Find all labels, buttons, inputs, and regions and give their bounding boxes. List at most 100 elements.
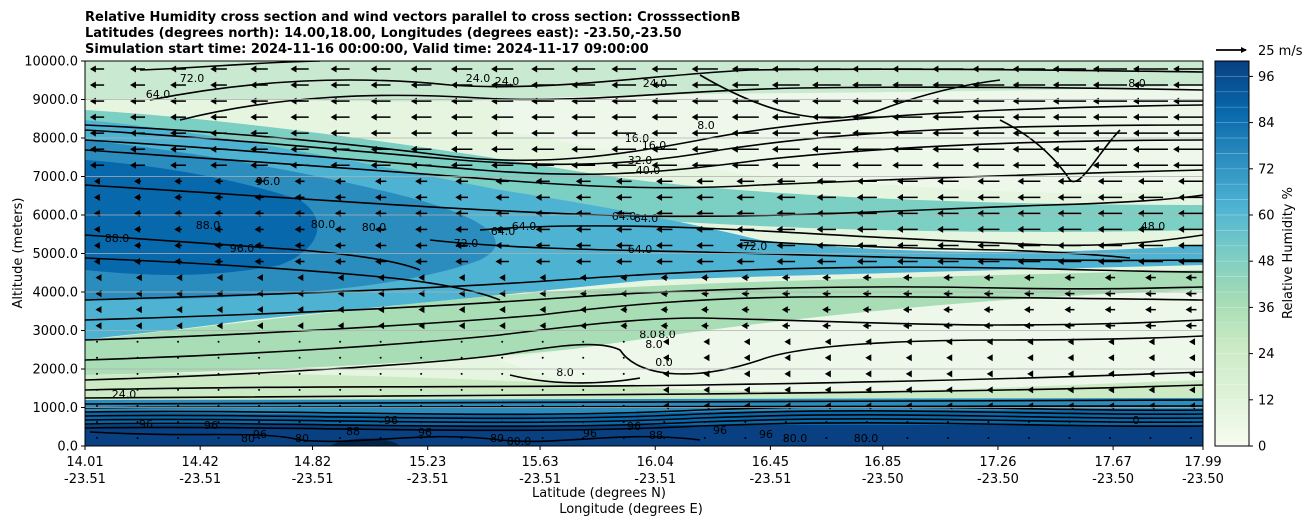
y-tick-label: 9000.0 <box>33 93 79 108</box>
wind-vector <box>258 372 261 375</box>
wind-vector <box>776 258 796 266</box>
wind-vector <box>330 65 350 73</box>
wind-vector <box>89 129 105 137</box>
wind-vector <box>1178 225 1203 233</box>
colorbar-tick-label: 36 <box>1258 301 1275 316</box>
wind-vector <box>501 388 504 391</box>
wind-vector <box>134 193 141 201</box>
wind-vector <box>254 177 264 185</box>
wind-vector <box>96 356 98 359</box>
svg-text:32.0: 32.0 <box>628 154 653 167</box>
wind-vector <box>1148 370 1155 378</box>
wind-vector <box>531 145 555 153</box>
wind-vector <box>374 177 387 185</box>
contour-label: 16.0 <box>642 139 667 152</box>
wind-vector <box>210 129 227 137</box>
svg-text:8.0: 8.0 <box>658 328 676 341</box>
wind-vector <box>743 354 750 362</box>
wind-vector <box>611 129 637 137</box>
wind-vector <box>1017 225 1041 233</box>
wind-vector <box>771 65 800 73</box>
svg-text:24.0: 24.0 <box>643 77 668 90</box>
svg-text:96.0: 96.0 <box>256 175 281 188</box>
wind-vector <box>1178 193 1203 201</box>
wind-vector <box>656 225 673 233</box>
svg-text:96: 96 <box>253 428 267 441</box>
wind-vector <box>415 177 428 185</box>
wind-vector <box>691 161 718 169</box>
y-axis-label: Altitude (meters) <box>11 198 26 309</box>
wind-vector <box>703 370 710 378</box>
svg-text:64.0: 64.0 <box>491 225 516 238</box>
x-tick-label-lon: -23.50 <box>862 472 904 487</box>
wind-vector <box>491 65 514 73</box>
wind-vector <box>781 322 790 330</box>
wind-vector <box>1097 225 1123 233</box>
wind-vector <box>571 81 596 89</box>
wind-vector <box>784 386 791 394</box>
contour-line <box>739 239 1131 259</box>
wind-vector <box>1092 161 1128 169</box>
wind-vector <box>825 437 828 439</box>
colorbar: 0 12 24 36 48 60 72 84 96 Relative Humidity % <box>1214 60 1296 455</box>
wind-vector <box>1173 145 1203 153</box>
wind-vector <box>1092 145 1128 153</box>
wind-vector <box>1017 177 1041 185</box>
wind-vector <box>611 161 637 169</box>
wind-vector <box>615 241 632 249</box>
wind-vector <box>1185 306 1197 314</box>
wind-vector <box>812 161 841 169</box>
contour-label: 0.0 <box>655 356 673 369</box>
wind-vector <box>130 145 146 153</box>
wind-vector <box>216 322 223 330</box>
wind-vector <box>571 145 596 153</box>
wind-vector <box>1173 113 1203 121</box>
wind-vector <box>379 420 382 423</box>
x-tick-label-lat: 16.85 <box>864 455 901 470</box>
contour-label: 96 <box>204 419 218 432</box>
y-tick-label: 10000.0 <box>24 55 78 70</box>
wind-vector <box>290 129 309 137</box>
wind-vector <box>862 274 872 282</box>
x-axis-ticks: 14.01 -23.51 14.42 -23.51 14.82 -23.51 15.23 -2… <box>64 446 1224 487</box>
wind-vector <box>93 241 101 249</box>
x-tick-label-lat: 16.45 <box>752 455 789 470</box>
wind-vector <box>130 81 146 89</box>
contour-line <box>85 410 1203 420</box>
wind-vector <box>134 225 141 233</box>
wind-vector <box>865 338 872 346</box>
wind-vector <box>170 81 186 89</box>
wind-vector <box>339 404 342 407</box>
colorbar-ticks: 0 12 24 36 48 60 72 84 96 <box>1249 70 1275 455</box>
wind-vector <box>170 65 186 73</box>
wind-vector <box>781 274 790 282</box>
wind-vector <box>170 129 186 137</box>
wind-vector <box>294 258 305 266</box>
wind-vector <box>932 113 964 121</box>
wind-vector <box>1104 274 1116 282</box>
wind-vector <box>651 81 677 89</box>
wind-vector <box>535 193 550 201</box>
contour-label: 64.0 <box>146 88 171 101</box>
wind-vector <box>651 113 677 121</box>
wind-vector <box>491 129 514 137</box>
wind-vector <box>611 145 637 153</box>
wind-vector <box>615 193 632 201</box>
wind-vector <box>370 65 391 73</box>
wind-vector <box>89 65 105 73</box>
wind-vector <box>691 113 718 121</box>
wind-vector <box>297 274 304 282</box>
wind-vector <box>134 241 141 249</box>
svg-text:16.0: 16.0 <box>642 139 667 152</box>
wind-vector <box>1137 193 1164 201</box>
wind-vector <box>852 145 882 153</box>
wind-vector <box>217 388 220 391</box>
contour-line <box>509 374 641 384</box>
wind-vector <box>258 356 261 359</box>
y-tick-label: 4000.0 <box>33 286 79 301</box>
wind-vector <box>1067 338 1074 346</box>
wind-vector <box>816 241 836 249</box>
x-axis-label-longitude: Longitude (degrees E) <box>559 502 703 517</box>
wind-vector <box>972 113 1005 121</box>
svg-text:80.0: 80.0 <box>783 432 808 445</box>
